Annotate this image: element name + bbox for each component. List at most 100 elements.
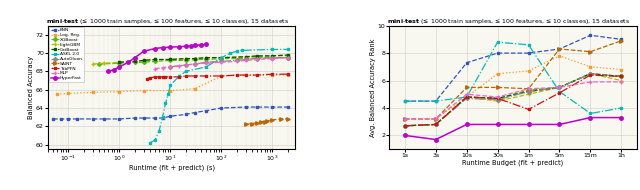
CatBoost: [556, 86, 563, 89]
Log. Reg.: [432, 118, 440, 120]
Line: LightGBM: LightGBM: [403, 72, 623, 128]
XGBoost: [253, 57, 261, 59]
ASKL 2.0: [182, 70, 189, 73]
HyperFast: [202, 43, 210, 46]
LightGBM: [191, 57, 198, 60]
Line: AutoGluon: AutoGluon: [169, 56, 289, 68]
CatBoost: [140, 59, 148, 62]
Log. Reg.: [218, 75, 225, 77]
HyperFast: [104, 70, 112, 73]
SAINT: [525, 88, 532, 90]
KNN: [140, 117, 148, 119]
KNN: [494, 52, 502, 54]
SAINT: [278, 118, 285, 120]
XGBoost: [151, 60, 159, 63]
MLP: [269, 57, 276, 60]
TabPFN: [284, 73, 292, 75]
XGBoost: [432, 123, 440, 126]
CatBoost: [525, 90, 532, 93]
Line: KNN: KNN: [52, 106, 289, 120]
KNN: [151, 117, 159, 119]
XGBoost: [202, 58, 210, 61]
HyperFast: [587, 116, 595, 119]
Log. Reg.: [587, 66, 595, 68]
HyperFast: [432, 138, 440, 141]
TabPFN: [147, 77, 154, 79]
HyperFast: [494, 123, 502, 126]
TabPFN: [175, 76, 183, 78]
SAINT: [587, 51, 595, 53]
Line: LightGBM: LightGBM: [91, 54, 290, 66]
Line: MLP: MLP: [153, 56, 290, 71]
TabPFN: [159, 76, 166, 78]
Log. Reg.: [401, 118, 409, 120]
XGBoost: [131, 61, 139, 63]
LightGBM: [116, 61, 124, 63]
TabPFN: [269, 73, 276, 75]
ASKL 2.0: [432, 100, 440, 102]
SAINT: [556, 48, 563, 50]
KNN: [218, 107, 225, 109]
KNN: [74, 118, 81, 120]
TabPFN: [151, 76, 159, 78]
ASKL 2.0: [618, 107, 625, 109]
TabPFN: [233, 74, 241, 76]
XGBoost: [218, 57, 225, 60]
KNN: [65, 118, 72, 120]
ASKL 2.0: [156, 130, 163, 132]
XGBoost: [401, 125, 409, 127]
Line: SAINT: SAINT: [244, 117, 289, 126]
HyperFast: [131, 57, 139, 59]
CatBoost: [587, 73, 595, 75]
ASKL 2.0: [166, 84, 174, 86]
MLP: [587, 81, 595, 83]
KNN: [202, 110, 210, 112]
CatBoost: [131, 60, 139, 63]
ASKL 2.0: [494, 41, 502, 43]
LightGBM: [618, 79, 625, 82]
Line: CatBoost: CatBoost: [118, 54, 289, 64]
AutoGluon: [432, 123, 440, 126]
XGBoost: [525, 89, 532, 91]
Log. Reg.: [65, 92, 72, 94]
CatBoost: [618, 75, 625, 78]
Y-axis label: Avg. Balanced Accuracy Rank: Avg. Balanced Accuracy Rank: [370, 38, 376, 137]
SAINT: [463, 86, 470, 89]
CatBoost: [269, 55, 276, 57]
AutoGluon: [202, 61, 210, 63]
Line: Log. Reg.: Log. Reg.: [56, 74, 289, 96]
MLP: [463, 93, 470, 95]
KNN: [556, 48, 563, 50]
LightGBM: [269, 55, 276, 57]
CatBoost: [494, 97, 502, 100]
KNN: [191, 111, 198, 114]
KNN: [463, 62, 470, 64]
Line: XGBoost: XGBoost: [98, 56, 289, 66]
HyperFast: [618, 116, 625, 119]
KNN: [131, 117, 139, 119]
LightGBM: [432, 123, 440, 126]
ASKL 2.0: [401, 100, 409, 102]
CatBoost: [191, 57, 198, 60]
TabPFN: [166, 76, 174, 78]
TabPFN: [218, 75, 225, 77]
ASKL 2.0: [162, 102, 170, 105]
HyperFast: [187, 45, 195, 47]
TabPFN: [242, 74, 250, 76]
CatBoost: [284, 54, 292, 56]
ASKL 2.0: [159, 116, 166, 118]
MLP: [166, 66, 174, 68]
AutoGluon: [463, 97, 470, 100]
MLP: [242, 59, 250, 62]
MLP: [175, 65, 183, 67]
KNN: [89, 118, 97, 120]
LightGBM: [202, 57, 210, 59]
HyperFast: [116, 66, 124, 68]
LightGBM: [182, 57, 189, 60]
KNN: [253, 106, 261, 108]
TabPFN: [587, 74, 595, 76]
AutoGluon: [401, 125, 409, 127]
Line: XGBoost: XGBoost: [403, 72, 623, 127]
HyperFast: [197, 44, 205, 46]
KNN: [57, 118, 65, 120]
